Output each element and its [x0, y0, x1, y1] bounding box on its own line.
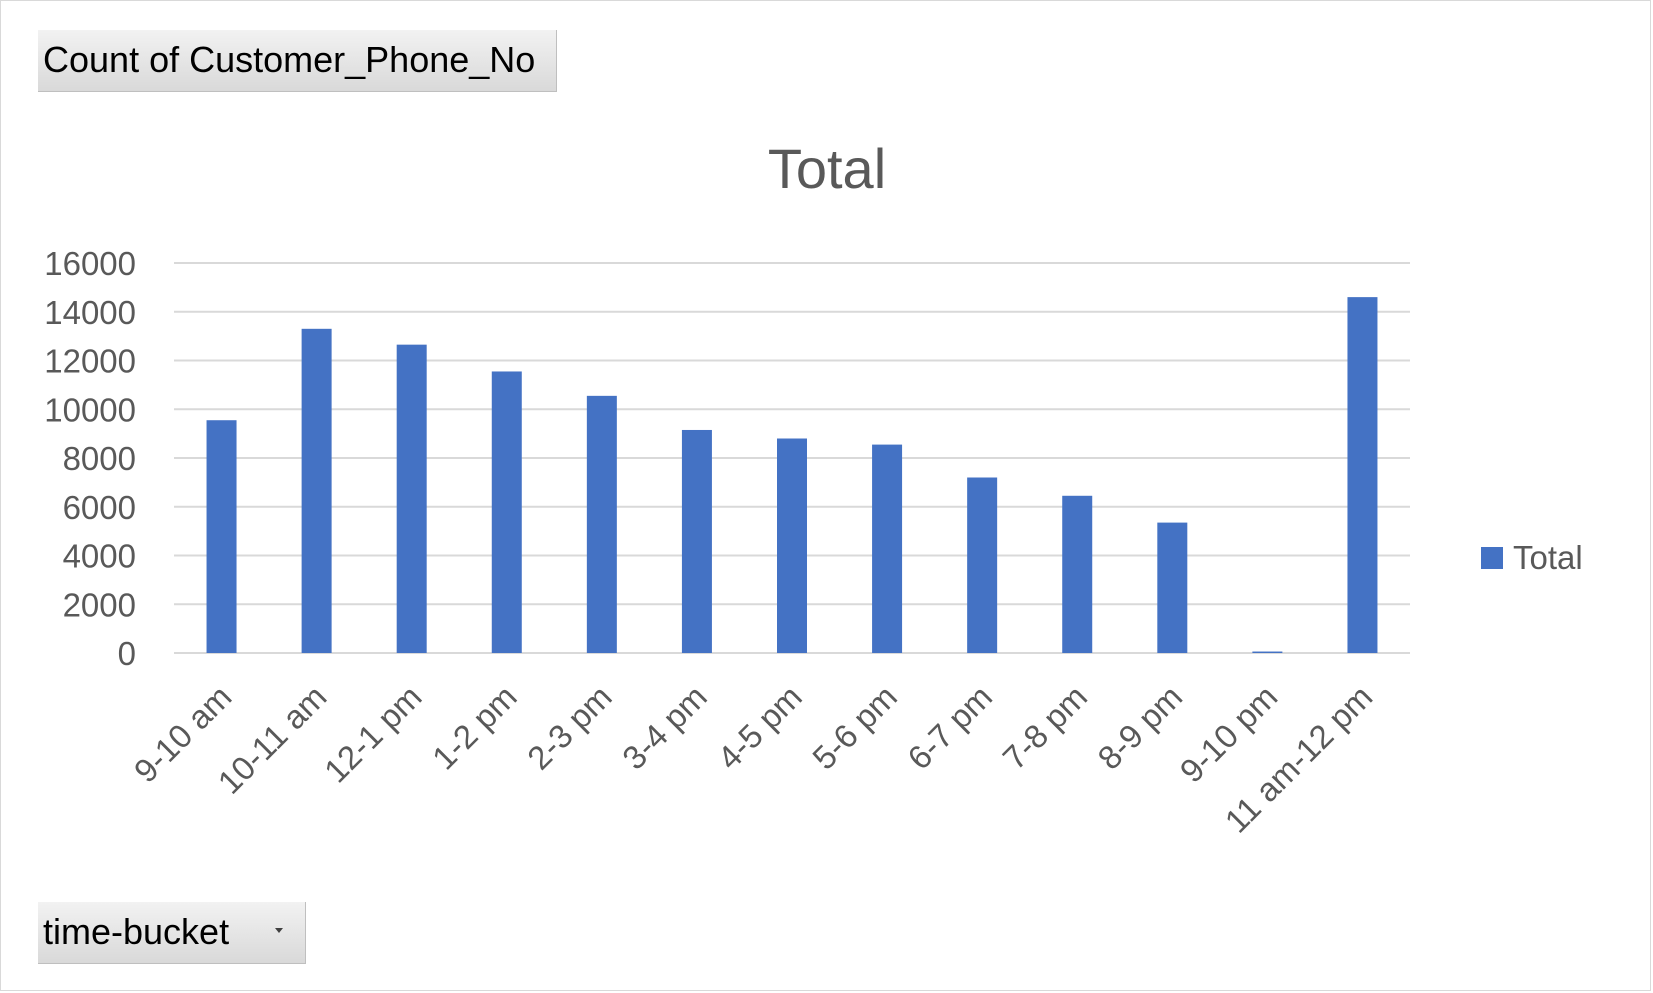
x-tick-label: 7-8 pm — [995, 678, 1094, 777]
x-tick-label: 5-6 pm — [805, 678, 904, 777]
y-tick-label: 14000 — [44, 294, 136, 331]
value-field-button[interactable]: Count of Customer_Phone_No — [38, 30, 557, 92]
y-axis-ticks: 0 2000 4000 6000 8000 10000 12000 14000 16000 — [44, 245, 136, 672]
bar — [586, 395, 617, 653]
bar — [1157, 522, 1188, 653]
x-tick-label: 6-7 pm — [900, 678, 999, 777]
bars — [206, 297, 1378, 653]
y-tick-label: 8000 — [63, 440, 136, 477]
x-tick-label: 2-3 pm — [520, 678, 619, 777]
x-tick-label: 1-2 pm — [425, 678, 524, 777]
bar — [1252, 651, 1283, 653]
axis-field-dropdown[interactable]: time-bucket — [38, 902, 306, 964]
legend-swatch — [1481, 547, 1503, 569]
y-tick-label: 16000 — [44, 245, 136, 282]
y-tick-label: 10000 — [44, 391, 136, 428]
y-tick-label: 0 — [118, 635, 136, 672]
bar — [301, 328, 332, 653]
y-tick-label: 2000 — [63, 586, 136, 623]
bar — [206, 420, 237, 653]
x-tick-label: 3-4 pm — [615, 678, 714, 777]
dropdown-arrow-icon — [275, 928, 283, 933]
bar — [491, 371, 522, 653]
x-tick-label: 12-1 pm — [317, 678, 429, 790]
y-tick-label: 6000 — [63, 489, 136, 526]
bar — [967, 477, 998, 653]
bar — [1347, 297, 1378, 653]
y-tick-label: 4000 — [63, 538, 136, 575]
bar — [872, 444, 903, 653]
chart-title: Total — [768, 137, 886, 200]
legend-label: Total — [1513, 539, 1583, 576]
bar — [777, 438, 807, 653]
legend: Total — [1481, 539, 1583, 576]
y-tick-label: 12000 — [44, 343, 136, 380]
bar — [1062, 495, 1093, 653]
axis-field-label: time-bucket — [43, 911, 230, 952]
bar — [681, 429, 712, 653]
bar — [396, 344, 427, 653]
x-tick-label: 4-5 pm — [710, 678, 809, 777]
